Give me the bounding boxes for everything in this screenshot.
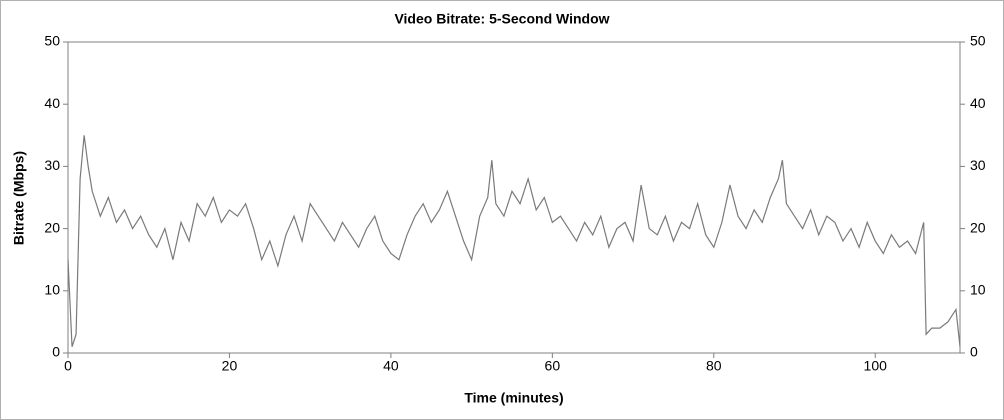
y2-tick-label: 0 <box>970 344 978 360</box>
y2-tick-label: 10 <box>970 282 986 298</box>
chart-title: Video Bitrate: 5-Second Window <box>394 11 609 27</box>
y-axis-label: Bitrate (Mbps) <box>11 151 27 245</box>
x-axis-label: Time (minutes) <box>464 390 563 406</box>
y-tick-label: 40 <box>44 95 60 111</box>
x-tick-label: 20 <box>222 358 238 374</box>
x-tick-label: 80 <box>706 358 722 374</box>
y-tick-label: 20 <box>44 219 60 235</box>
y2-tick-label: 40 <box>970 95 986 111</box>
y2-tick-label: 30 <box>970 157 986 173</box>
x-tick-label: 100 <box>864 358 888 374</box>
y2-tick-label: 20 <box>970 219 986 235</box>
y-tick-label: 10 <box>44 282 60 298</box>
x-tick-label: 40 <box>383 358 399 374</box>
y2-tick-label: 50 <box>970 33 986 49</box>
x-tick-label: 0 <box>64 358 72 374</box>
plot-frame <box>67 41 961 354</box>
y-tick-label: 30 <box>44 157 60 173</box>
data-line <box>67 135 961 347</box>
y-tick-label: 0 <box>52 344 60 360</box>
x-tick-label: 60 <box>545 358 561 374</box>
y-tick-label: 50 <box>44 33 60 49</box>
